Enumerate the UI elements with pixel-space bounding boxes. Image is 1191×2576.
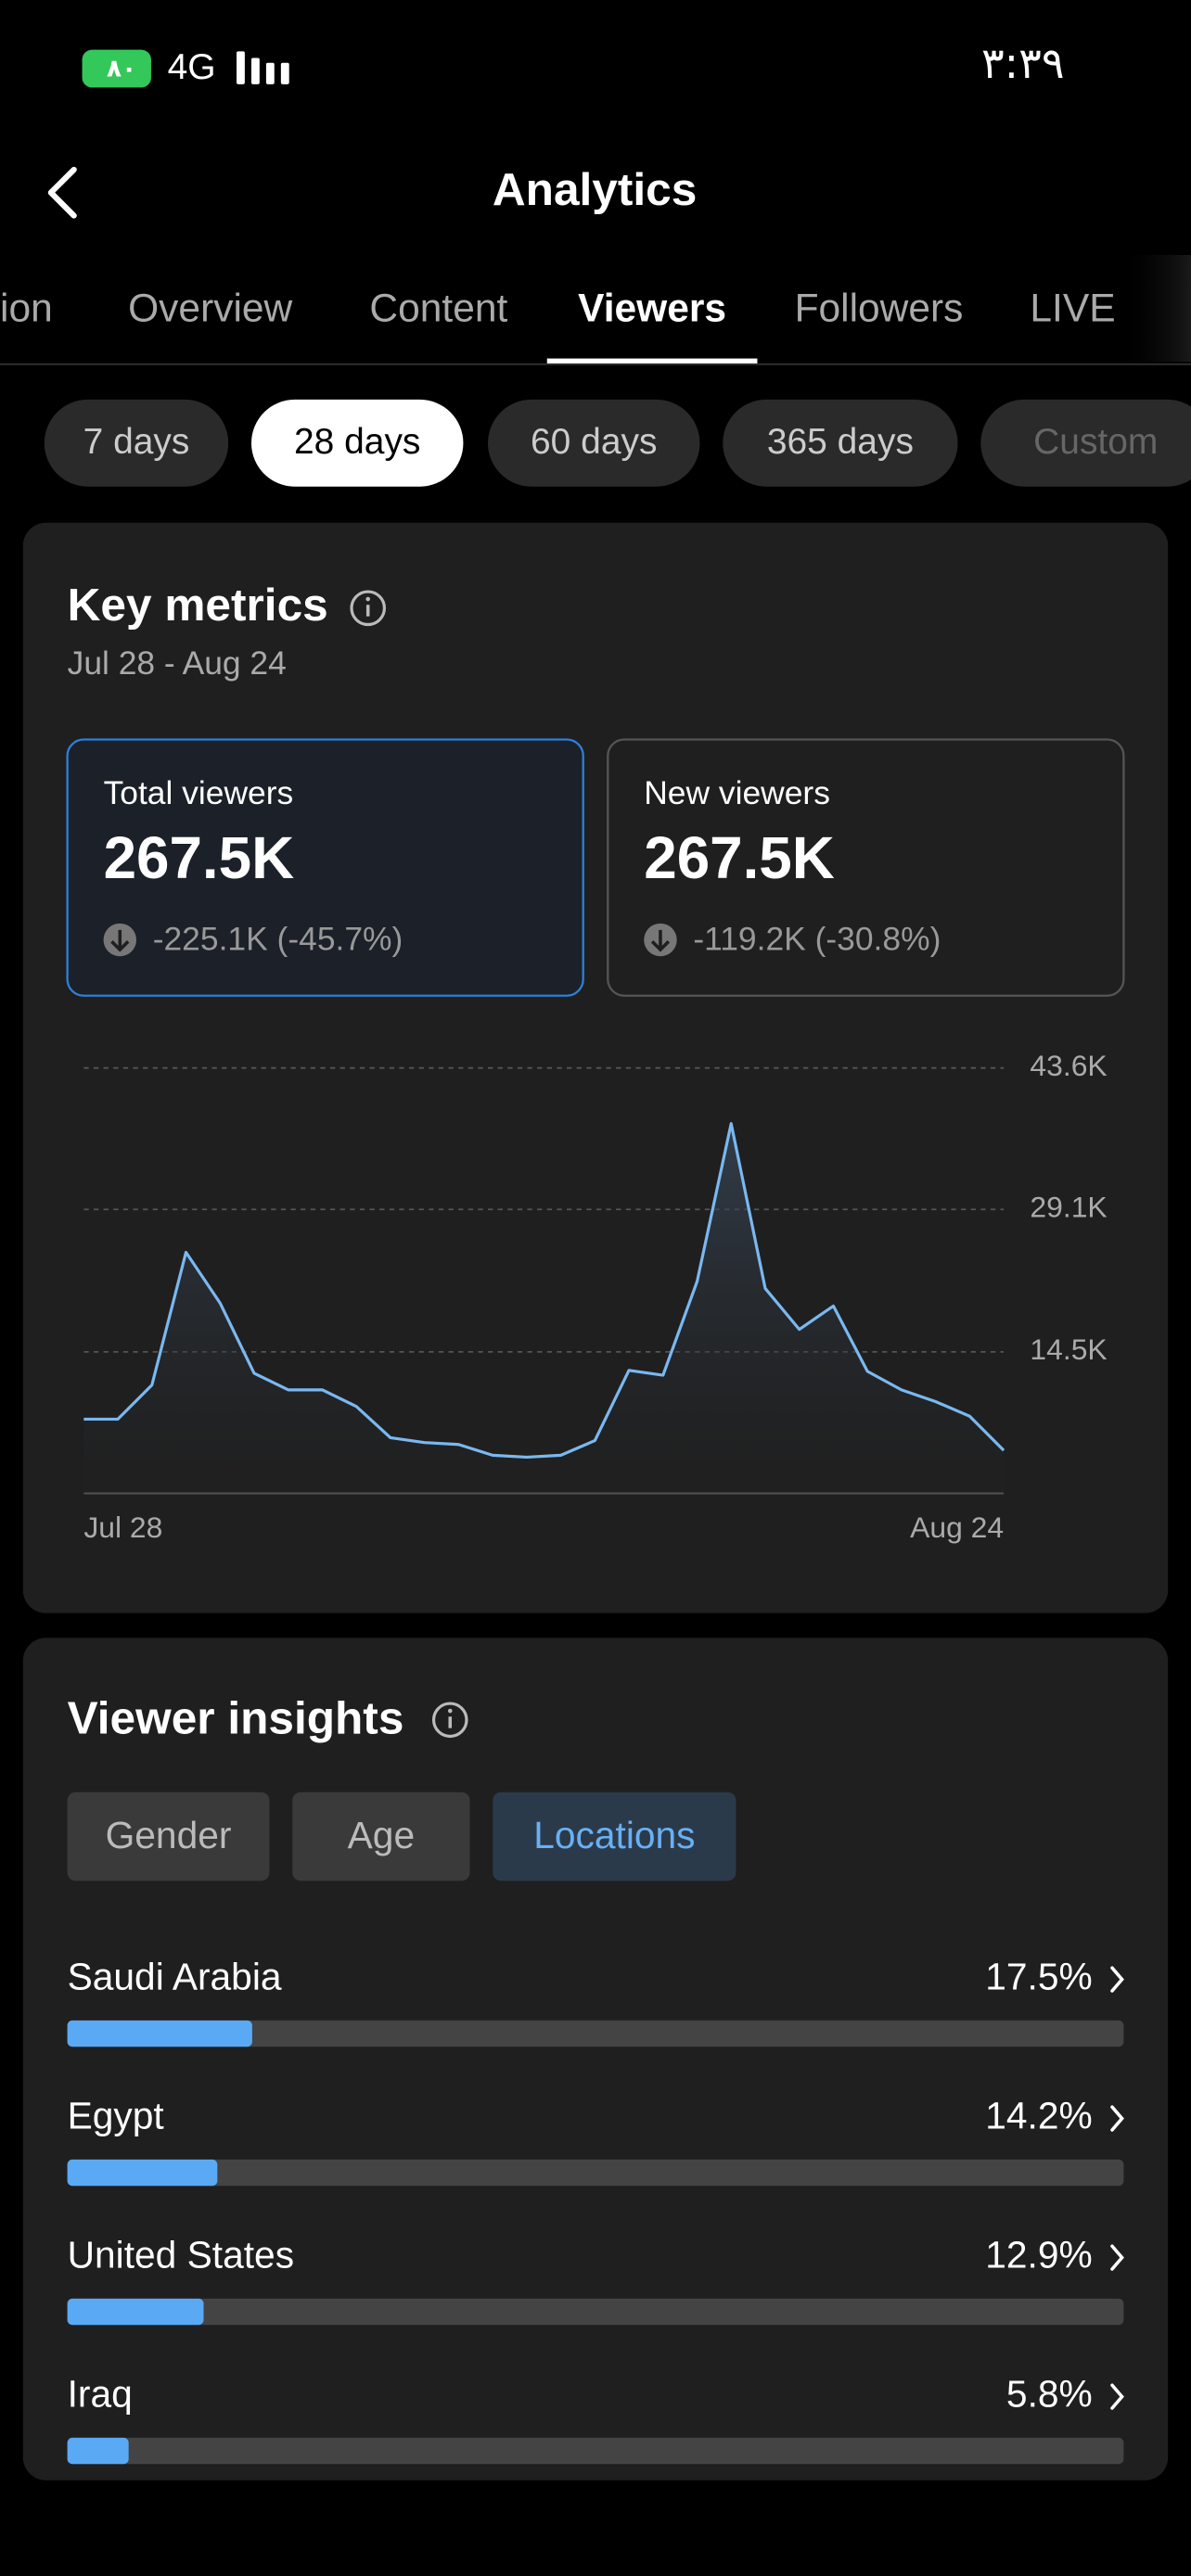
back-button[interactable] [47,166,77,219]
bar-track [67,2298,1124,2326]
location-name: Egypt [68,2094,165,2136]
bar-track [67,2437,1124,2465]
filter-button[interactable]: Age [292,1792,470,1881]
locations-chart: Saudi Arabia 17.5% Egypt 14.2% United States… [67,1955,1124,2465]
status-bar: ٨٠ 4G ٣:٣٩ [82,38,1065,88]
y-tick-label: 14.5K [1030,1333,1107,1366]
metric-label: Total viewers [104,774,294,811]
chip-bg [250,399,464,487]
metric-value: 267.5K [644,824,835,891]
bar [67,2020,252,2047]
bar-track [67,2159,1124,2187]
tab[interactable]: Followers [795,287,964,330]
tab-indicator [546,358,758,363]
info-icon[interactable] [350,590,387,627]
period-chip[interactable]: 365 days [723,399,958,487]
metric-value: 267.5K [104,824,295,891]
page-title: Analytics [493,163,697,215]
period-chip[interactable]: 60 days [487,399,700,487]
location-row[interactable]: Saudi Arabia 17.5% [68,1955,1124,1997]
filter-label: Locations [533,1814,695,1856]
section-title: Viewer insights [68,1692,404,1744]
tab-divider [0,363,1191,365]
tab[interactable]: Content [369,287,507,330]
metric-label: New viewers [644,774,830,811]
metric-card[interactable]: New viewers 267.5K -119.2K (-30.8%) [607,738,1125,997]
battery-icon [82,49,151,88]
location-name: Saudi Arabia [68,1955,282,1997]
signal-icon [237,51,289,84]
y-tick-label: 43.6K [1030,1049,1107,1082]
chevron [1110,1966,1124,1993]
period-chip[interactable]: Custom [980,399,1191,487]
chip-label: 60 days [531,422,657,462]
network: 4G [168,47,216,87]
y-tick-label: 29.1K [1030,1191,1107,1224]
bar-track [67,2020,1124,2047]
area [83,1123,1005,1494]
value-label: 12.9% [985,2233,1092,2276]
tab-bar: ion Overview Content Viewers Followers LIVE [0,287,1116,330]
value-label: 5.8% [1006,2372,1093,2415]
tab-fade [1117,255,1191,363]
bar [67,2437,129,2465]
chevron [1110,2105,1124,2132]
filter-button[interactable]: Locations [493,1792,736,1881]
filter-button[interactable]: Gender [67,1792,270,1881]
bar [67,2159,218,2187]
filter-bg [67,1792,270,1881]
filter-label: Age [348,1814,415,1856]
metric-card-bg [607,738,1125,997]
chip-label: 28 days [294,422,420,462]
tab[interactable]: Viewers [578,287,726,330]
metric-card-bg [66,738,584,997]
insight-filters: Gender Age Locations [67,1792,736,1881]
info-icon[interactable] [431,1702,468,1739]
filter-label: Gender [106,1814,232,1856]
chip-label: 7 days [83,422,190,462]
location-name: United States [68,2233,294,2276]
chevron [1110,2244,1124,2271]
clock: ٣:٣٩ [981,38,1065,88]
location-name: Iraq [68,2372,133,2415]
chip-bg [723,399,958,487]
line [83,1122,1005,1460]
filter-bg [493,1792,736,1881]
chip-label: 365 days [767,422,914,462]
metric-cards: Total viewers 267.5K -225.1K (-45.7%) New v… [66,738,1125,997]
bar [67,2298,204,2326]
period-selector: 7 days 28 days 60 days 365 days Custom [44,399,1191,487]
location-row[interactable]: United States 12.9% [68,2233,1124,2276]
date-range: Jul 28 - Aug 24 [68,644,287,682]
viewer-insights-card [22,1638,1169,2480]
value-label: 14.2% [985,2094,1092,2136]
chip-bg [980,399,1191,487]
tab[interactable]: Overview [128,287,292,330]
location-row[interactable]: Iraq 5.8% [68,2372,1124,2415]
value-label: 17.5% [985,1955,1092,1997]
x-tick-label: Aug 24 [910,1511,1004,1544]
line-chart: 14.5K 29.1K 43.6K Jul 28 Aug 24 [83,1049,1108,1544]
metric-change: -225.1K (-45.7%) [153,921,403,958]
tab[interactable]: LIVE [1030,287,1115,330]
metric-card[interactable]: Total viewers 267.5K -225.1K (-45.7%) [66,738,584,997]
down-arrow [650,929,671,952]
chip-label: Custom [1033,422,1158,462]
chip-bg [44,399,229,487]
period-chip[interactable]: 28 days [250,399,464,487]
section-title: Key metrics [68,579,328,631]
x-tick-label: Jul 28 [83,1511,162,1544]
filter-bg [292,1792,470,1881]
battery-level: ٨٠ [107,54,136,83]
chip-bg [487,399,700,487]
chevron [1110,2383,1124,2410]
down-arrow [110,929,130,952]
metric-change: -119.2K (-30.8%) [693,921,941,958]
period-chip[interactable]: 7 days [44,399,229,487]
location-row[interactable]: Egypt 14.2% [68,2094,1124,2136]
tab[interactable]: ion [0,287,53,330]
